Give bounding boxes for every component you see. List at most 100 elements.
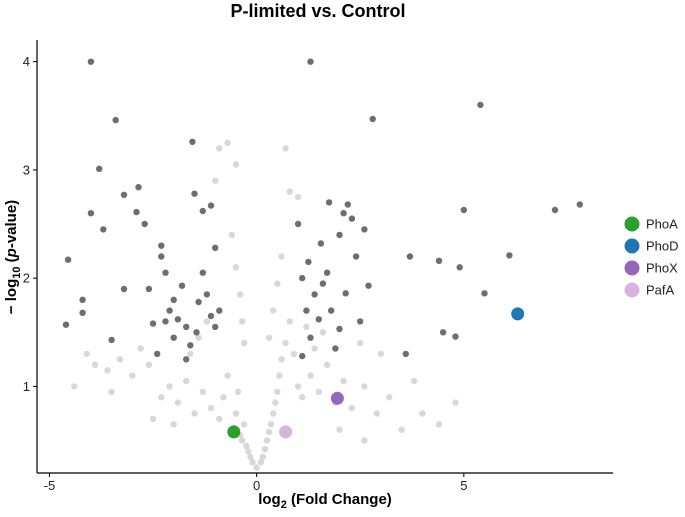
- point-not-significant-76: [311, 345, 318, 352]
- point-not-significant-80: [336, 426, 343, 433]
- point-significant-48: [317, 240, 325, 247]
- point-significant-26: [191, 190, 198, 197]
- point-significant-13: [135, 184, 142, 191]
- point-significant-52: [332, 345, 339, 352]
- point-significant-62: [299, 352, 306, 360]
- point-not-significant-65: [236, 291, 244, 298]
- point-not-significant-27: [253, 464, 260, 471]
- point-not-significant-62: [212, 177, 219, 184]
- point-not-significant-53: [398, 426, 405, 433]
- point-significant-57: [348, 215, 356, 222]
- point-significant-5: [87, 58, 95, 65]
- point-significant-53: [336, 231, 343, 239]
- point-significant-6: [96, 165, 103, 172]
- point-not-significant-30: [261, 446, 269, 453]
- point-not-significant-21: [238, 437, 246, 444]
- point-not-significant-2: [104, 367, 111, 374]
- point-not-significant-45: [315, 388, 322, 395]
- point-significant-25: [189, 138, 196, 145]
- x-axis-title: log2 (Fold Change): [258, 491, 392, 511]
- point-significant-18: [162, 269, 169, 276]
- point-significant-4: [87, 210, 95, 217]
- point-significant-33: [212, 323, 219, 331]
- point-significant-50: [323, 269, 331, 276]
- point-not-significant-38: [278, 356, 285, 363]
- point-not-significant-51: [373, 410, 380, 417]
- point-significant-46: [311, 291, 318, 298]
- point-not-significant-16: [224, 372, 231, 379]
- point-not-significant-49: [348, 404, 356, 412]
- point-significant-29: [199, 269, 206, 276]
- point-significant-67: [402, 350, 409, 358]
- point-significant-30: [203, 291, 211, 298]
- point-not-significant-43: [299, 394, 306, 401]
- point-significant-20: [170, 334, 177, 341]
- plot-area: [62, 58, 583, 471]
- point-significant-2: [79, 309, 86, 316]
- point-not-significant-18: [232, 410, 240, 417]
- point-significant-59: [357, 318, 364, 325]
- point-not-significant-63: [228, 231, 235, 239]
- point-significant-37: [170, 296, 177, 303]
- point-significant-27: [195, 298, 202, 306]
- point-not-significant-42: [294, 383, 302, 390]
- point-not-significant-79: [149, 415, 157, 423]
- point-not-significant-34: [270, 410, 277, 417]
- point-not-significant-69: [270, 307, 277, 314]
- point-significant-12: [133, 208, 140, 216]
- point-not-significant-56: [216, 145, 223, 152]
- point-significant-77: [576, 201, 583, 208]
- point-significant-14: [141, 220, 148, 228]
- legend-label-phod: PhoD: [646, 239, 679, 254]
- point-significant-39: [193, 329, 200, 336]
- point-not-significant-41: [290, 350, 298, 358]
- point-not-significant-68: [265, 334, 273, 341]
- point-phod: [511, 307, 525, 321]
- point-significant-78: [452, 333, 459, 340]
- point-not-significant-10: [183, 377, 190, 385]
- point-not-significant-5: [137, 345, 144, 352]
- point-not-significant-35: [272, 399, 279, 406]
- point-not-significant-36: [274, 388, 281, 395]
- point-significant-8: [108, 336, 115, 344]
- point-significant-40: [145, 285, 153, 293]
- point-not-significant-1: [91, 361, 99, 368]
- point-significant-34: [212, 244, 219, 251]
- chart-title: P-limited vs. Control: [230, 1, 405, 21]
- point-significant-49: [319, 280, 327, 287]
- legend-marker-phod: [624, 238, 640, 254]
- point-not-significant-61: [294, 193, 302, 201]
- point-significant-43: [299, 274, 306, 282]
- y-axis-title: − log10 (p-value): [3, 200, 23, 314]
- point-significant-76: [551, 206, 559, 214]
- y-axis-ticks: 1 2 3 4: [23, 54, 37, 394]
- point-significant-32: [207, 202, 215, 209]
- legend-label-phoa: PhoA: [646, 217, 678, 232]
- point-not-significant-48: [340, 377, 347, 385]
- y-tick-label: 3: [23, 162, 30, 177]
- point-significant-51: [328, 307, 335, 314]
- point-not-significant-60: [282, 145, 289, 152]
- point-significant-3: [79, 296, 86, 303]
- y-tick-label: 2: [23, 271, 30, 286]
- point-significant-11: [120, 285, 128, 293]
- point-significant-7: [100, 226, 107, 233]
- point-not-significant-67: [241, 339, 248, 347]
- point-not-significant-83: [419, 410, 426, 417]
- point-not-significant-19: [234, 388, 242, 395]
- point-not-significant-40: [286, 318, 293, 325]
- point-not-significant-75: [303, 323, 310, 331]
- point-not-significant-25: [247, 453, 254, 460]
- point-not-significant-15: [220, 394, 227, 401]
- point-not-significant-87: [108, 388, 115, 395]
- point-significant-0: [62, 321, 70, 328]
- point-significant-44: [303, 307, 310, 314]
- point-not-significant-4: [129, 372, 136, 379]
- point-significant-74: [481, 290, 488, 297]
- point-significant-69: [435, 257, 443, 264]
- point-significant-22: [178, 282, 186, 289]
- point-not-significant-46: [323, 361, 331, 368]
- point-not-significant-44: [307, 372, 314, 379]
- point-significant-63: [305, 258, 312, 266]
